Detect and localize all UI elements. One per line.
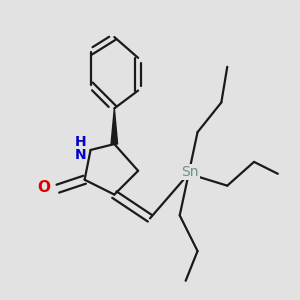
Text: Sn: Sn — [182, 165, 199, 179]
Polygon shape — [111, 108, 118, 144]
Text: O: O — [38, 180, 50, 195]
Text: H
N: H N — [74, 135, 86, 162]
